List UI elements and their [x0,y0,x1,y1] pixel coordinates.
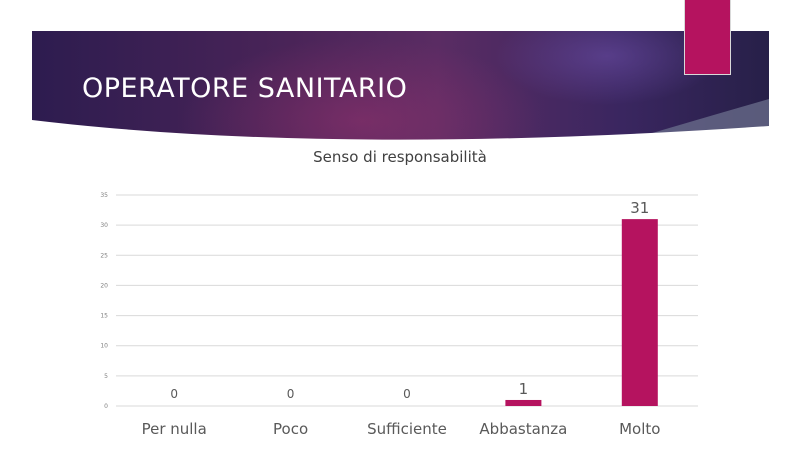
y-tick-label: 5 [104,373,108,380]
y-axis-ticks: 0 5 10 15 20 25 30 35 [100,192,108,410]
x-tick-label: Abbastanza [479,420,567,438]
bar [621,219,658,406]
bar [505,399,542,406]
x-axis-ticks: Per nulla Poco Sufficiente Abbastanza Molto [142,420,661,438]
data-label: 1 [519,380,529,398]
chart-title: Senso di responsabilità [313,148,487,166]
accent-tab [685,0,730,74]
data-labels: 0 0 0 1 31 [170,199,649,401]
y-tick-label: 15 [100,313,108,320]
y-tick-label: 20 [100,282,108,289]
x-tick-label: Sufficiente [367,420,447,438]
bars [505,219,658,406]
data-label: 0 [287,387,295,401]
title-banner: OPERATORE SANITARIO [32,31,769,151]
x-tick-label: Molto [619,420,660,438]
y-tick-label: 25 [100,252,108,259]
y-tick-label: 10 [100,343,108,350]
data-label: 0 [403,387,411,401]
slide-title: OPERATORE SANITARIO [82,73,408,104]
banner-wave [32,99,769,151]
data-label: 31 [630,199,649,217]
gridlines [116,194,698,407]
y-tick-label: 30 [100,222,108,229]
y-tick-label: 0 [104,403,108,410]
x-tick-label: Poco [273,420,308,438]
x-tick-label: Per nulla [142,420,207,438]
y-tick-label: 35 [100,192,108,199]
data-label: 0 [170,387,178,401]
